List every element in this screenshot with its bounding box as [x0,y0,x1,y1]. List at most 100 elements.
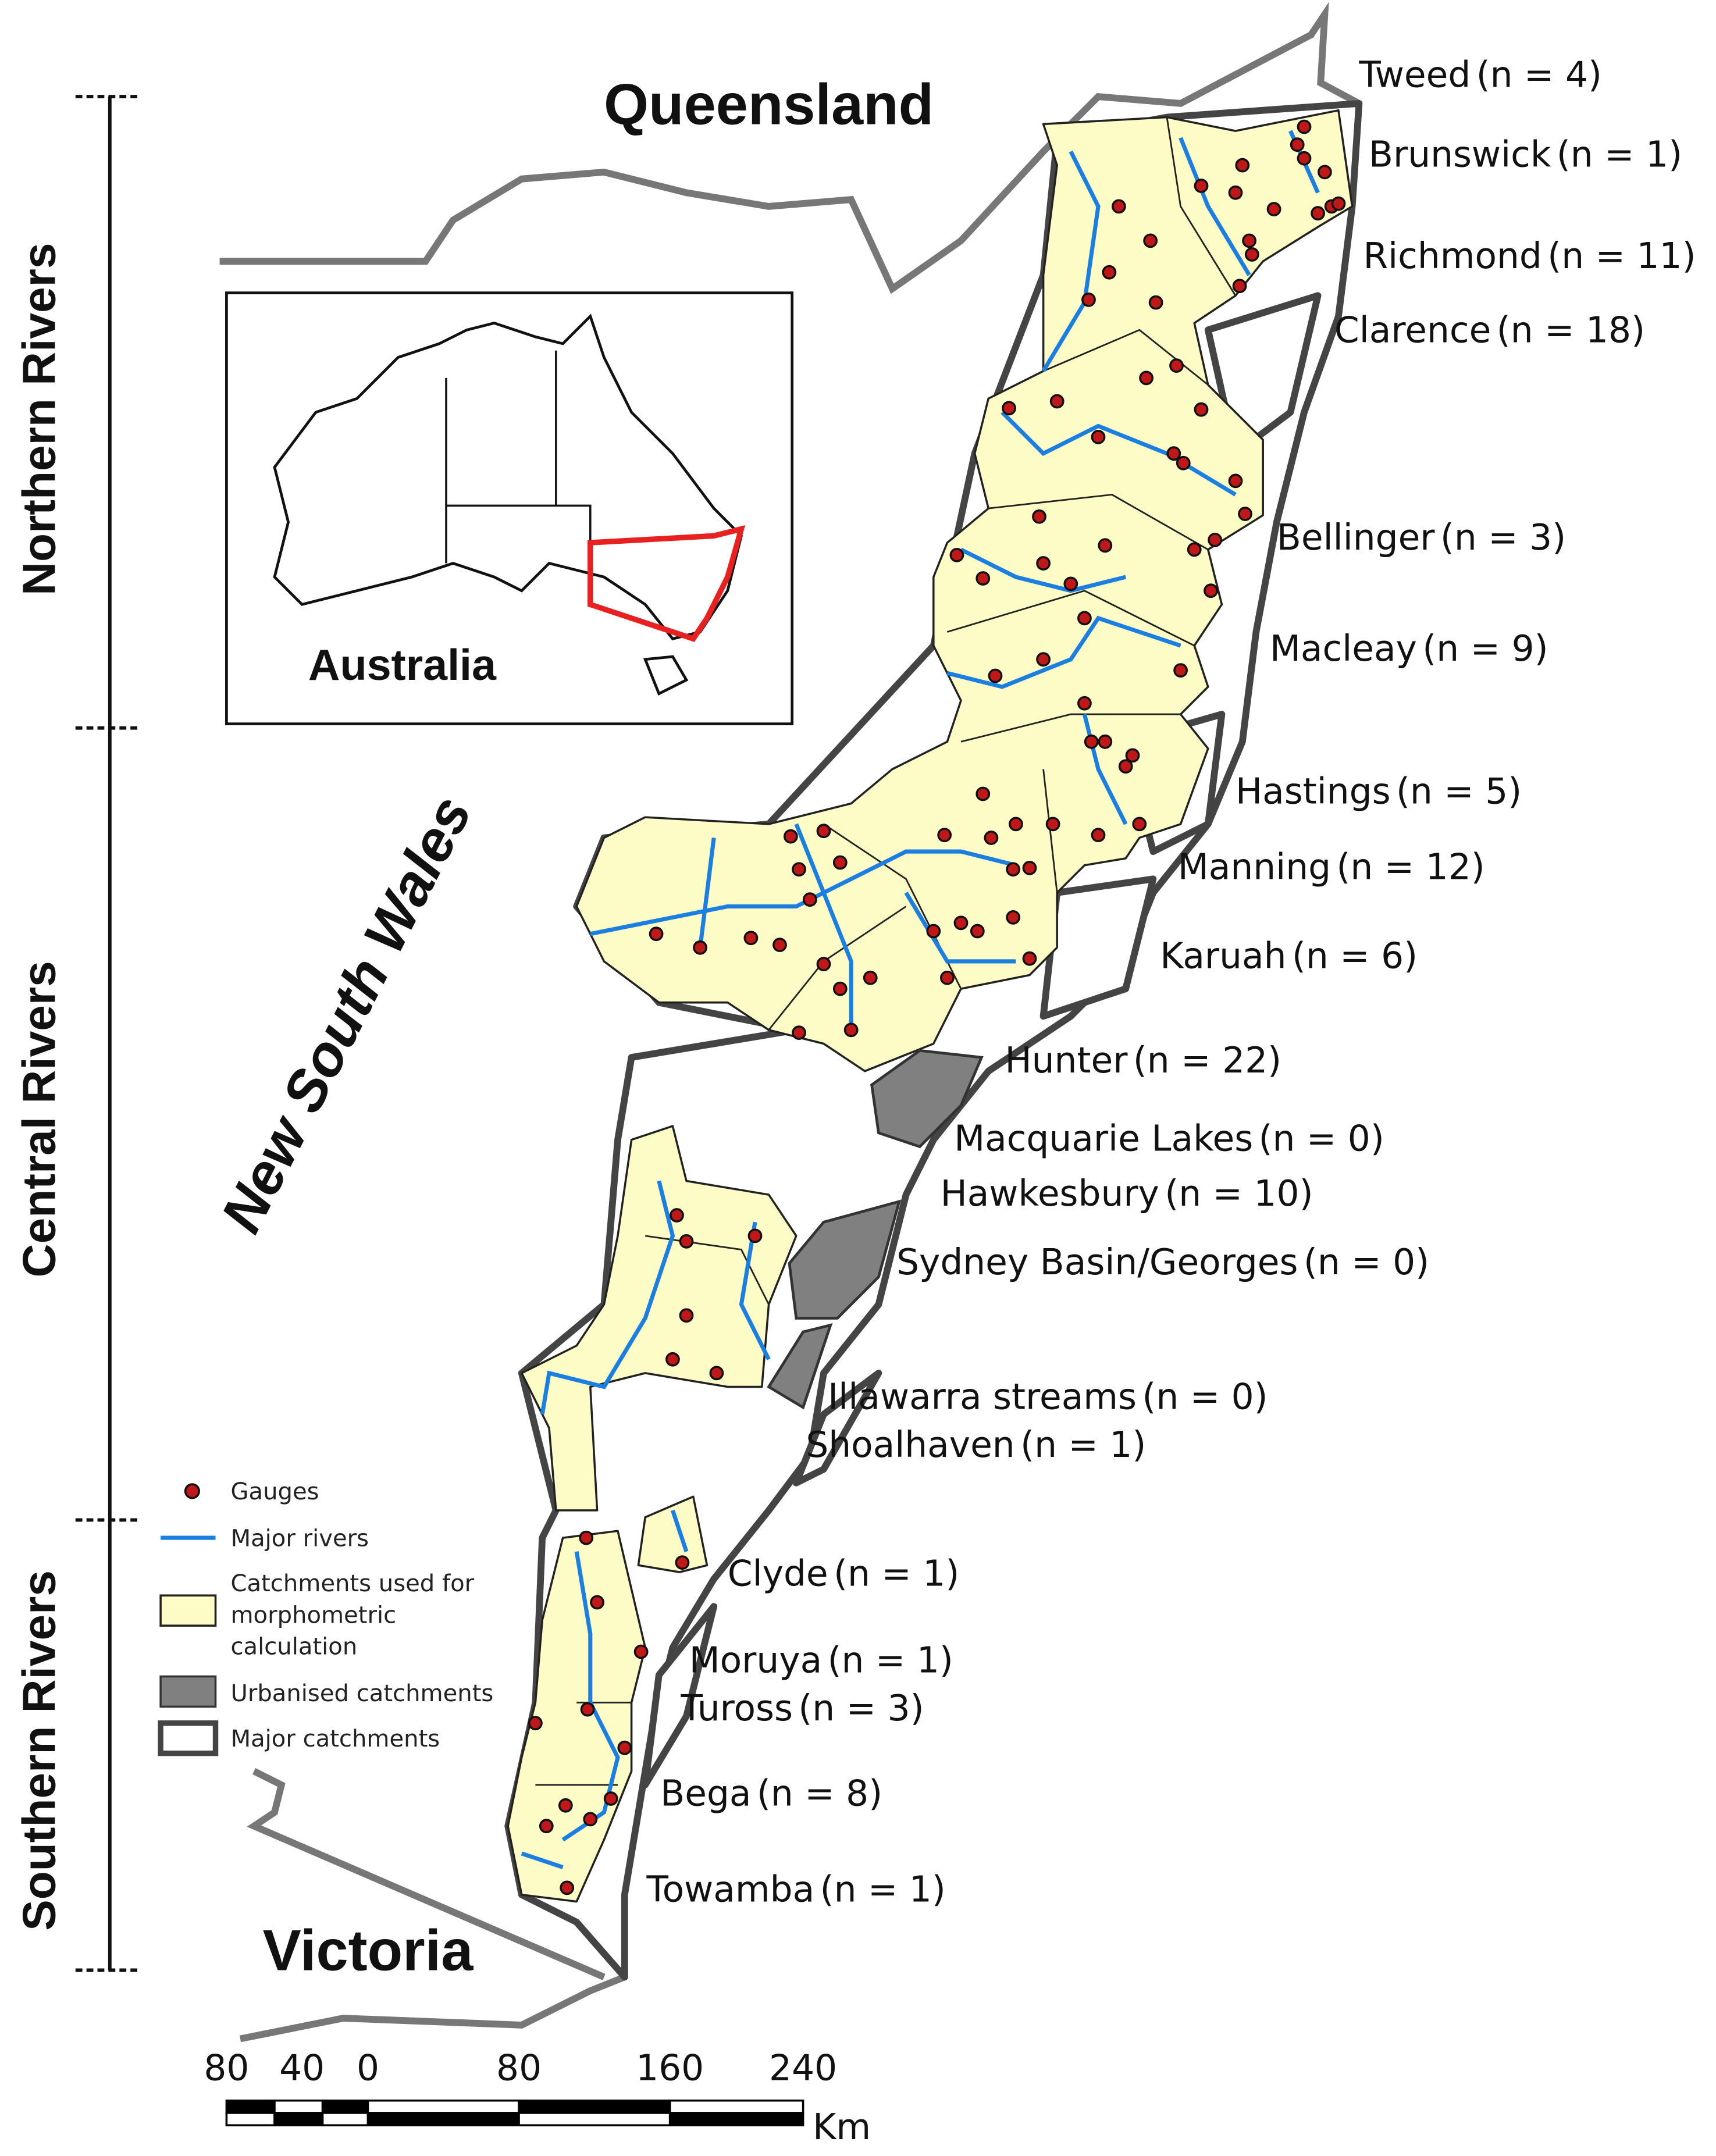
gauge [1009,817,1023,832]
region-bracket [75,95,140,1972]
gauge [670,1208,684,1223]
catchment-name: Bega [660,1773,751,1814]
inset-label: Australia [308,641,497,690]
catchment-label: Tweed (n = 4) [1358,55,1602,96]
gauge [1091,828,1106,843]
gauge [1112,199,1126,214]
gauge [1266,202,1281,217]
gauge [590,1595,604,1610]
gauge [1242,233,1256,248]
catchment-name: Clarence [1334,310,1491,351]
gauge [693,940,707,955]
gauge [1022,861,1037,875]
legend-label: Gauges [230,1478,319,1505]
gauge [1081,292,1096,307]
gauge [970,924,985,939]
catchment-name: Illawarra streams [828,1376,1137,1417]
scale-tick-label: 160 [636,2047,704,2089]
urban-catchments [767,1049,984,1410]
gauge [1049,394,1065,409]
gauge [679,1234,694,1249]
gauge [1238,507,1252,521]
gauge [633,1644,649,1659]
legend-label: morphometric [230,1602,396,1628]
gauge [1036,652,1051,667]
gauge [816,824,831,839]
legend-label: Urbanised catchments [230,1680,493,1707]
catchment-name: Clyde [728,1553,828,1595]
catchment-name: Moruya [689,1640,822,1681]
catchment-count: (n = 1) [1557,134,1682,175]
gauge [1169,358,1184,373]
state-label: Victoria [263,1919,474,1983]
catchment-name: Macquarie Lakes [954,1118,1253,1160]
catchment-count: (n = 1) [828,1640,953,1681]
gauge [539,1819,554,1834]
catchment-label: Clarence (n = 18) [1334,310,1645,351]
gauge [1006,862,1021,877]
gauge [783,829,798,844]
scale-tick-label: 80 [496,2047,542,2089]
gauge [1077,696,1092,711]
catchment-label: Brunswick (n = 1) [1369,134,1682,175]
catchment-count: (n = 1) [1020,1424,1146,1466]
gauge [1235,158,1250,173]
scale-bar: 80 40 0 80 160 240 Km [204,2047,871,2147]
gauge [1118,759,1133,774]
gauge [1232,279,1247,294]
gauge [953,915,969,931]
gauge [1228,185,1243,200]
catchment-label: Illawarra streams (n = 0) [828,1376,1268,1417]
scale-segment [225,2099,276,2114]
catchment-name: Shoalhaven [806,1424,1014,1466]
gauge [1132,817,1147,832]
state-border [219,2,1361,2043]
catchment-count: (n = 1) [834,1553,959,1595]
catchment-name: Tweed [1358,55,1471,96]
gauge [649,926,664,942]
catchment-count: (n = 0) [1142,1376,1268,1417]
catchment-label: Macleay (n = 9) [1270,628,1548,669]
catchment-name: Manning [1178,846,1331,888]
catchment-count: (n = 10) [1165,1173,1313,1214]
gauge [1143,233,1158,248]
catchment-name: Brunswick [1369,134,1551,175]
gauge [709,1366,724,1381]
scale-segment [366,2112,520,2126]
gauge [583,1812,598,1827]
gauge [792,862,806,877]
catchment-count: (n = 3) [1440,517,1566,558]
catchment-count: (n = 12) [1336,846,1484,888]
scale-segment [518,2099,671,2114]
gauge [1173,663,1188,678]
inset: Australia [225,291,794,725]
catchment-label: Shoalhaven (n = 1) [806,1424,1146,1466]
catchment-label: Hastings (n = 5) [1236,771,1522,812]
gauge [792,1025,806,1040]
catchment-count: (n = 1) [820,1869,946,1910]
gauge [528,1716,543,1731]
catchment-name: Hawkesbury [941,1173,1159,1214]
catchment-label: Bellinger (n = 3) [1277,517,1566,558]
catchment-name: Bellinger [1277,517,1436,558]
gauge [1318,165,1332,180]
gauge [940,970,955,985]
rivers [521,130,1320,1869]
gauge [976,786,991,801]
region-label: Central Rivers [13,961,65,1277]
gauge [1208,532,1222,547]
gauge [976,571,991,586]
gauge [1006,910,1021,925]
scale-segment [321,2112,369,2126]
catchment-name: Macleay [1270,628,1417,669]
gauge [843,1022,859,1038]
state-label: Queensland [604,72,934,137]
gauge [863,970,878,985]
scale-tick-label: 0 [357,2047,379,2089]
gauge [580,1702,595,1717]
catchment-count: (n = 8) [757,1773,882,1814]
scale-unit: Km [813,2107,871,2148]
catchment-label: Manning (n = 12) [1178,846,1485,888]
catchment-name: Karuah [1160,936,1286,977]
